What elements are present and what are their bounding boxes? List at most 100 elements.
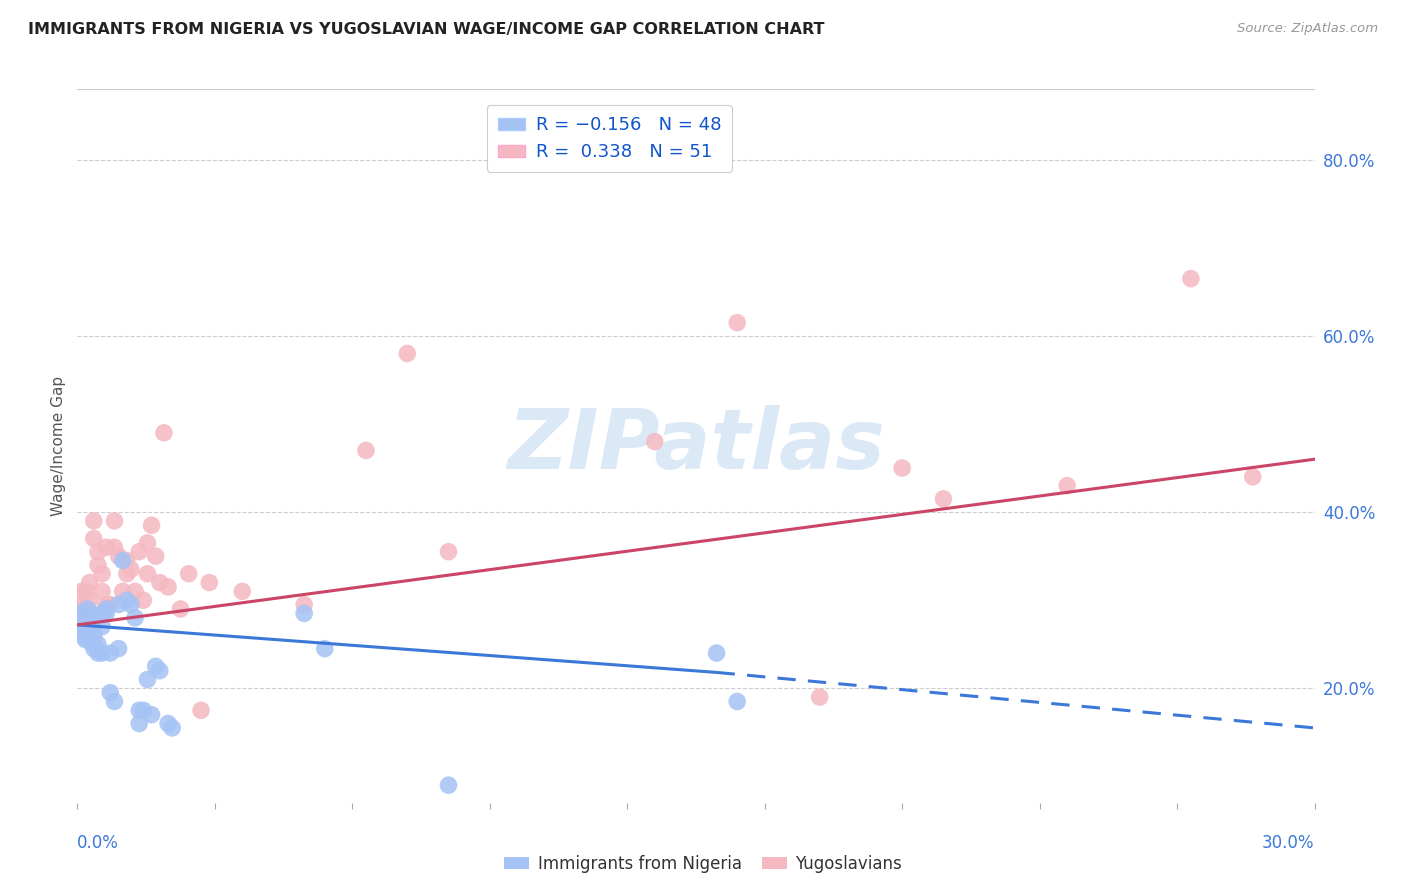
Point [83, 628, 105, 642]
Point [808, 690, 831, 704]
Point [124, 611, 146, 625]
Point [891, 461, 914, 475]
Point [153, 425, 176, 440]
Point [115, 553, 138, 567]
Point [91, 607, 114, 621]
Point [98, 598, 121, 612]
Point [107, 641, 129, 656]
Point [706, 646, 728, 660]
Text: 0.0%: 0.0% [77, 834, 120, 852]
Point [111, 553, 134, 567]
Point [79, 632, 101, 647]
Point [83, 641, 105, 656]
Point [932, 491, 955, 506]
Point [157, 580, 180, 594]
Point [644, 434, 666, 449]
Point [169, 602, 191, 616]
Point [190, 703, 212, 717]
Point [103, 514, 125, 528]
Point [96, 541, 118, 555]
Point [67, 607, 90, 621]
Point [107, 549, 129, 563]
Point [136, 566, 159, 581]
Point [75, 624, 97, 638]
Point [124, 584, 146, 599]
Point [79, 615, 101, 630]
Point [70, 598, 93, 612]
Point [120, 598, 142, 612]
Point [437, 778, 460, 792]
Point [72, 615, 94, 630]
Point [354, 443, 377, 458]
Point [157, 716, 180, 731]
Point [1180, 271, 1202, 285]
Point [98, 686, 121, 700]
Point [98, 646, 121, 660]
Point [160, 721, 183, 735]
Point [120, 562, 142, 576]
Point [128, 545, 150, 559]
Point [80, 619, 103, 633]
Point [87, 545, 110, 559]
Point [132, 593, 155, 607]
Point [83, 637, 105, 651]
Point [314, 641, 336, 656]
Point [83, 514, 105, 528]
Point [75, 632, 97, 647]
Point [725, 316, 748, 330]
Point [128, 716, 150, 731]
Point [145, 549, 167, 563]
Point [1241, 470, 1264, 484]
Point [83, 532, 105, 546]
Point [87, 558, 110, 572]
Point [141, 707, 163, 722]
Point [128, 703, 150, 717]
Text: IMMIGRANTS FROM NIGERIA VS YUGOSLAVIAN WAGE/INCOME GAP CORRELATION CHART: IMMIGRANTS FROM NIGERIA VS YUGOSLAVIAN W… [28, 22, 825, 37]
Point [141, 518, 163, 533]
Point [70, 628, 93, 642]
Point [103, 541, 125, 555]
Legend: Immigrants from Nigeria, Yugoslavians: Immigrants from Nigeria, Yugoslavians [498, 848, 908, 880]
Point [96, 607, 118, 621]
Point [115, 593, 138, 607]
Point [75, 584, 97, 599]
Point [76, 602, 98, 616]
Point [103, 694, 125, 708]
Point [115, 566, 138, 581]
Legend: R = −0.156   N = 48, R =  0.338   N = 51: R = −0.156 N = 48, R = 0.338 N = 51 [486, 105, 733, 172]
Point [75, 602, 97, 616]
Point [292, 607, 315, 621]
Point [725, 694, 748, 708]
Point [132, 703, 155, 717]
Point [396, 346, 419, 360]
Point [79, 624, 101, 638]
Point [145, 659, 167, 673]
Point [91, 646, 114, 660]
Point [136, 673, 159, 687]
Point [136, 536, 159, 550]
Point [75, 607, 97, 621]
Text: ZIPatlas: ZIPatlas [508, 406, 884, 486]
Point [70, 611, 93, 625]
Point [149, 664, 172, 678]
Point [198, 575, 221, 590]
Point [70, 584, 93, 599]
Text: Source: ZipAtlas.com: Source: ZipAtlas.com [1237, 22, 1378, 36]
Point [79, 575, 101, 590]
Point [87, 611, 110, 625]
Point [1056, 478, 1078, 492]
Point [75, 615, 97, 630]
Point [70, 619, 93, 633]
Text: 30.0%: 30.0% [1263, 834, 1315, 852]
Point [107, 598, 129, 612]
Point [96, 598, 118, 612]
Y-axis label: Wage/Income Gap: Wage/Income Gap [51, 376, 66, 516]
Point [70, 589, 93, 603]
Point [91, 566, 114, 581]
Point [231, 584, 253, 599]
Point [177, 566, 200, 581]
Point [91, 584, 114, 599]
Point [437, 545, 460, 559]
Point [87, 646, 110, 660]
Point [79, 607, 101, 621]
